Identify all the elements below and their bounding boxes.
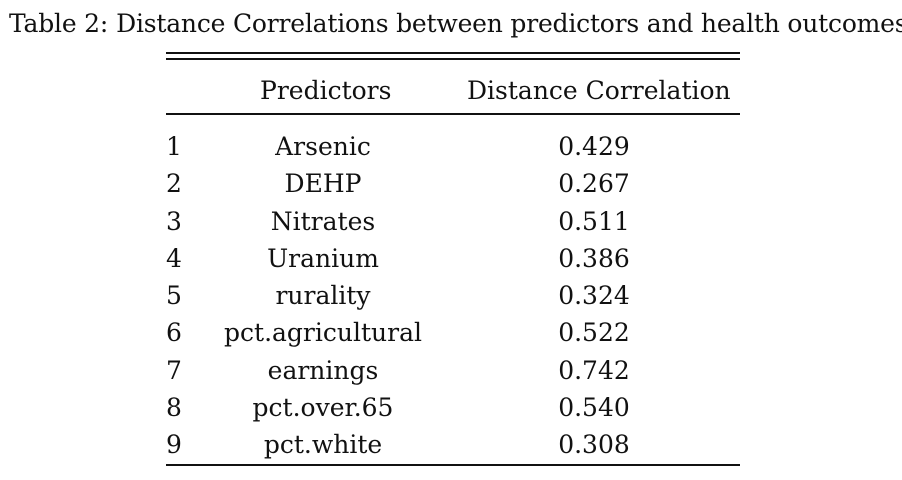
table-caption: Table 2: Distance Correlations between pr… [9,8,902,40]
table-row: 9 pct.white 0.308 [166,428,740,465]
row-predictor: Arsenic [275,132,371,161]
row-index: 9 [166,430,182,460]
row-predictor: pct.agricultural [224,318,422,348]
row-value: 0.511 [558,206,630,236]
table-top-rule-2 [166,58,740,60]
row-index: 4 [166,243,182,273]
table-row: 4 Uranium 0.386 [166,242,740,279]
row-index: 8 [166,393,182,423]
table-body: 1 Arsenic 0.429 2 DEHP 0.267 3 Nitrates … [166,130,740,466]
table-top-rule-1 [166,52,740,54]
table-row: 3 Nitrates 0.511 [166,205,740,242]
caption-text: Distance Correlations between predictors… [116,9,902,38]
row-index: 3 [166,206,182,236]
row-value: 0.267 [558,169,630,199]
row-predictor: earnings [267,355,379,385]
row-predictor: Nitrates [270,206,376,236]
row-index: 1 [166,132,182,161]
row-index: 6 [166,318,182,348]
table-header-rule [166,113,740,115]
header-distance-correlation: Distance Correlation [467,76,731,105]
table-row: 2 DEHP 0.267 [166,167,740,204]
row-value: 0.308 [558,430,630,460]
row-index: 7 [166,355,182,385]
row-predictor: rurality [275,281,371,311]
table-row: 1 Arsenic 0.429 [166,130,740,167]
row-predictor: Uranium [267,243,379,273]
row-predictor: pct.over.65 [252,393,394,423]
row-value: 0.429 [558,132,630,161]
header-predictors: Predictors [260,76,392,105]
row-value: 0.324 [558,281,630,311]
caption-label: Table 2: [9,9,109,38]
row-predictor: pct.white [263,430,383,460]
table-row: 8 pct.over.65 0.540 [166,391,740,428]
row-value: 0.742 [558,355,630,385]
table-row: 5 rurality 0.324 [166,279,740,316]
row-value: 0.540 [558,393,630,423]
table-row: 6 pct.agricultural 0.522 [166,316,740,353]
row-value: 0.386 [558,243,630,273]
row-index: 2 [166,169,182,199]
row-value: 0.522 [558,318,630,348]
table-row: 7 earnings 0.742 [166,354,740,391]
row-index: 5 [166,281,182,311]
table-bottom-rule [166,464,740,466]
row-predictor: DEHP [284,169,362,199]
